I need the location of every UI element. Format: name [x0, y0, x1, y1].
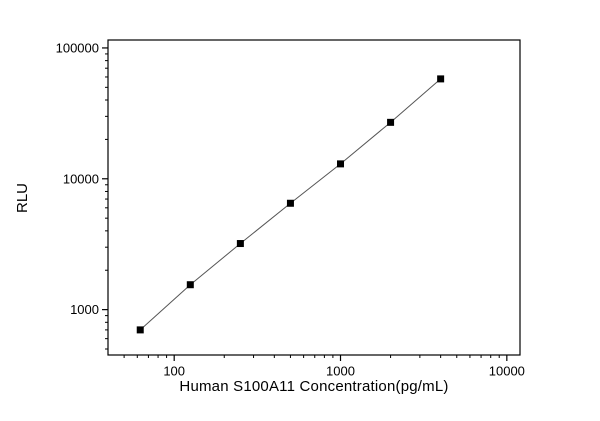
y-tick-label: 100000 [56, 40, 99, 55]
x-axis-label: Human S100A11 Concentration(pg/mL) [179, 378, 449, 395]
y-tick-label: 1000 [70, 302, 99, 317]
data-point [437, 75, 445, 83]
data-point [136, 326, 144, 334]
y-tick-label: 10000 [63, 171, 99, 186]
data-point [286, 199, 294, 207]
data-point [337, 160, 345, 168]
plot-frame [107, 39, 521, 356]
data-point [186, 281, 194, 289]
y-axis-label: RLU [14, 183, 31, 214]
x-tick-label: 10000 [489, 364, 525, 379]
data-point [236, 240, 244, 248]
x-tick-label: 1000 [326, 364, 355, 379]
data-point [387, 118, 395, 126]
x-tick-label: 100 [163, 364, 185, 379]
